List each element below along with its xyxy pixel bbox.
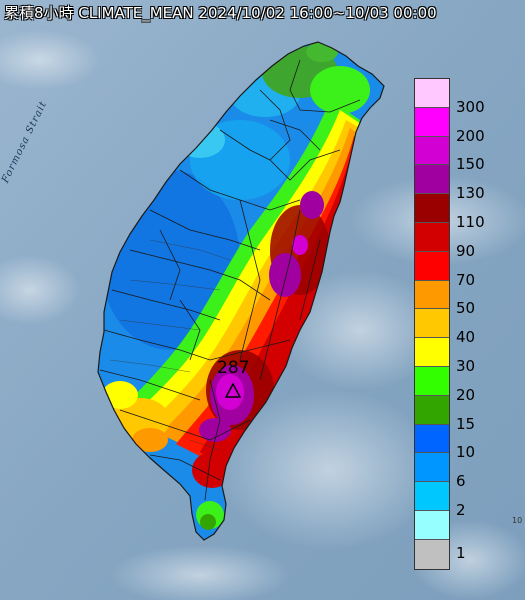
legend-label: 15 [456, 414, 476, 433]
legend-swatch [415, 482, 449, 511]
triangle-marker-icon [224, 382, 242, 398]
legend-label: 90 [456, 241, 476, 260]
legend-swatch [415, 194, 449, 223]
legend-swatch [415, 539, 449, 569]
legend-swatch [415, 107, 449, 137]
legend-label: 110 [456, 213, 485, 231]
river-lines [109, 239, 231, 451]
legend-swatch [415, 280, 449, 310]
legend-swatch [415, 453, 449, 483]
legend-swatch [415, 309, 449, 339]
legend-label: 50 [456, 299, 476, 318]
legend-swatch [415, 222, 449, 252]
legend-label: 30 [456, 357, 476, 375]
corner-text: 10 [512, 516, 523, 525]
legend-label: 200 [456, 126, 485, 145]
color-legend [414, 78, 450, 570]
legend-swatch [415, 510, 449, 540]
legend-swatch [415, 395, 449, 425]
legend-label: 20 [456, 385, 476, 404]
cloud-texture [0, 30, 525, 600]
legend-label: 6 [456, 472, 466, 491]
legend-label: 70 [456, 270, 476, 289]
legend-label: 2 [456, 501, 466, 519]
legend-label: 130 [456, 184, 485, 203]
legend-swatch [415, 338, 449, 367]
legend-swatch [415, 424, 449, 454]
legend-label: 10 [456, 443, 476, 462]
legend-swatch [415, 79, 449, 108]
legend-swatch [415, 251, 449, 281]
legend-swatch [415, 165, 449, 195]
legend-label: 300 [456, 97, 485, 116]
max-value-label: 287 [217, 358, 250, 378]
legend-swatch [415, 136, 449, 166]
legend-swatch [415, 366, 449, 396]
legend-label: 1 [456, 544, 466, 563]
legend-label: 150 [456, 155, 485, 174]
map-title: 累積8小時 CLIMATE_MEAN 2024/10/02 16:00~10/0… [4, 4, 437, 22]
county-boundaries [97, 41, 385, 541]
legend-label: 40 [456, 328, 476, 347]
